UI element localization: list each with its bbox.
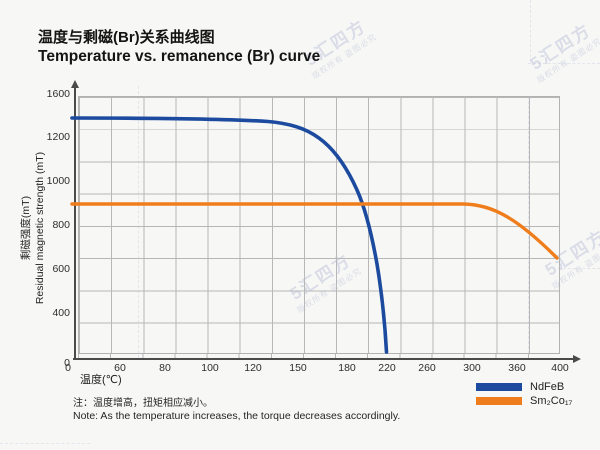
curve-sm2co17: [70, 202, 559, 260]
x-tick-label: 400: [551, 362, 569, 374]
legend-swatch-sm2co17: [476, 397, 522, 405]
legend-label-ndfeb: NdFeB: [530, 381, 565, 393]
x-tick-label: 0: [65, 362, 71, 374]
page-title-english: Temperature vs. remanence (Br) curve: [38, 48, 321, 65]
y-tick-label: 1200: [46, 131, 70, 143]
x-tick-label: 80: [159, 362, 171, 374]
x-tick-label: 60: [114, 362, 126, 374]
x-axis-title: 温度(℃): [80, 374, 122, 386]
y-tick-label: 1600: [46, 88, 70, 100]
x-axis-line: [73, 358, 575, 360]
x-tick-label: 360: [508, 362, 526, 374]
y-axis-title: 剩磁强度(mT) Residual magnetic strength (mT): [19, 92, 47, 364]
curve-ndfeb: [70, 116, 389, 354]
legend-label-sm2co17: Sm₂Co₁₇: [530, 395, 573, 407]
x-axis-arrow-icon: [573, 355, 581, 363]
y-tick-label: 400: [52, 307, 70, 319]
watermark-dash-line: [530, 0, 531, 62]
y-tick-label: 1000: [46, 175, 70, 187]
footnote-english: Note: As the temperature increases, the …: [73, 410, 401, 422]
y-axis-line: [74, 88, 76, 359]
page-title-chinese: 温度与剩磁(Br)关系曲线图: [38, 29, 215, 46]
y-axis-arrow-icon: [71, 80, 79, 88]
x-axis-ticks: [78, 354, 560, 359]
x-tick-label: 120: [244, 362, 262, 374]
x-tick-label: 180: [338, 362, 356, 374]
legend-item-ndfeb: NdFeB: [476, 380, 572, 394]
watermark-dash-line: [0, 443, 90, 444]
y-tick-label: 600: [52, 263, 70, 275]
y-tick-label: 0: [64, 357, 70, 369]
x-tick-label: 100: [201, 362, 219, 374]
x-tick-label: 260: [418, 362, 436, 374]
y-tick-label: 800: [52, 219, 70, 231]
legend-item-sm2co17: Sm₂Co₁₇: [476, 394, 572, 408]
y-axis-title-chinese: 剩磁强度(mT): [20, 195, 32, 261]
footnote-chinese: 注：温度增高，扭矩相应减小。: [73, 398, 213, 409]
x-tick-label: 300: [463, 362, 481, 374]
watermark-dash-line: [558, 268, 600, 269]
y-axis-title-english: Residual magnetic strength (mT): [34, 151, 46, 305]
legend: NdFeB Sm₂Co₁₇: [476, 380, 572, 408]
x-tick-label: 150: [289, 362, 307, 374]
watermark-dash-line: [528, 63, 600, 64]
x-tick-label: 220: [378, 362, 396, 374]
footnote: 注：温度增高，扭矩相应减小。 Note: As the temperature …: [73, 398, 400, 423]
legend-swatch-ndfeb: [476, 383, 522, 391]
